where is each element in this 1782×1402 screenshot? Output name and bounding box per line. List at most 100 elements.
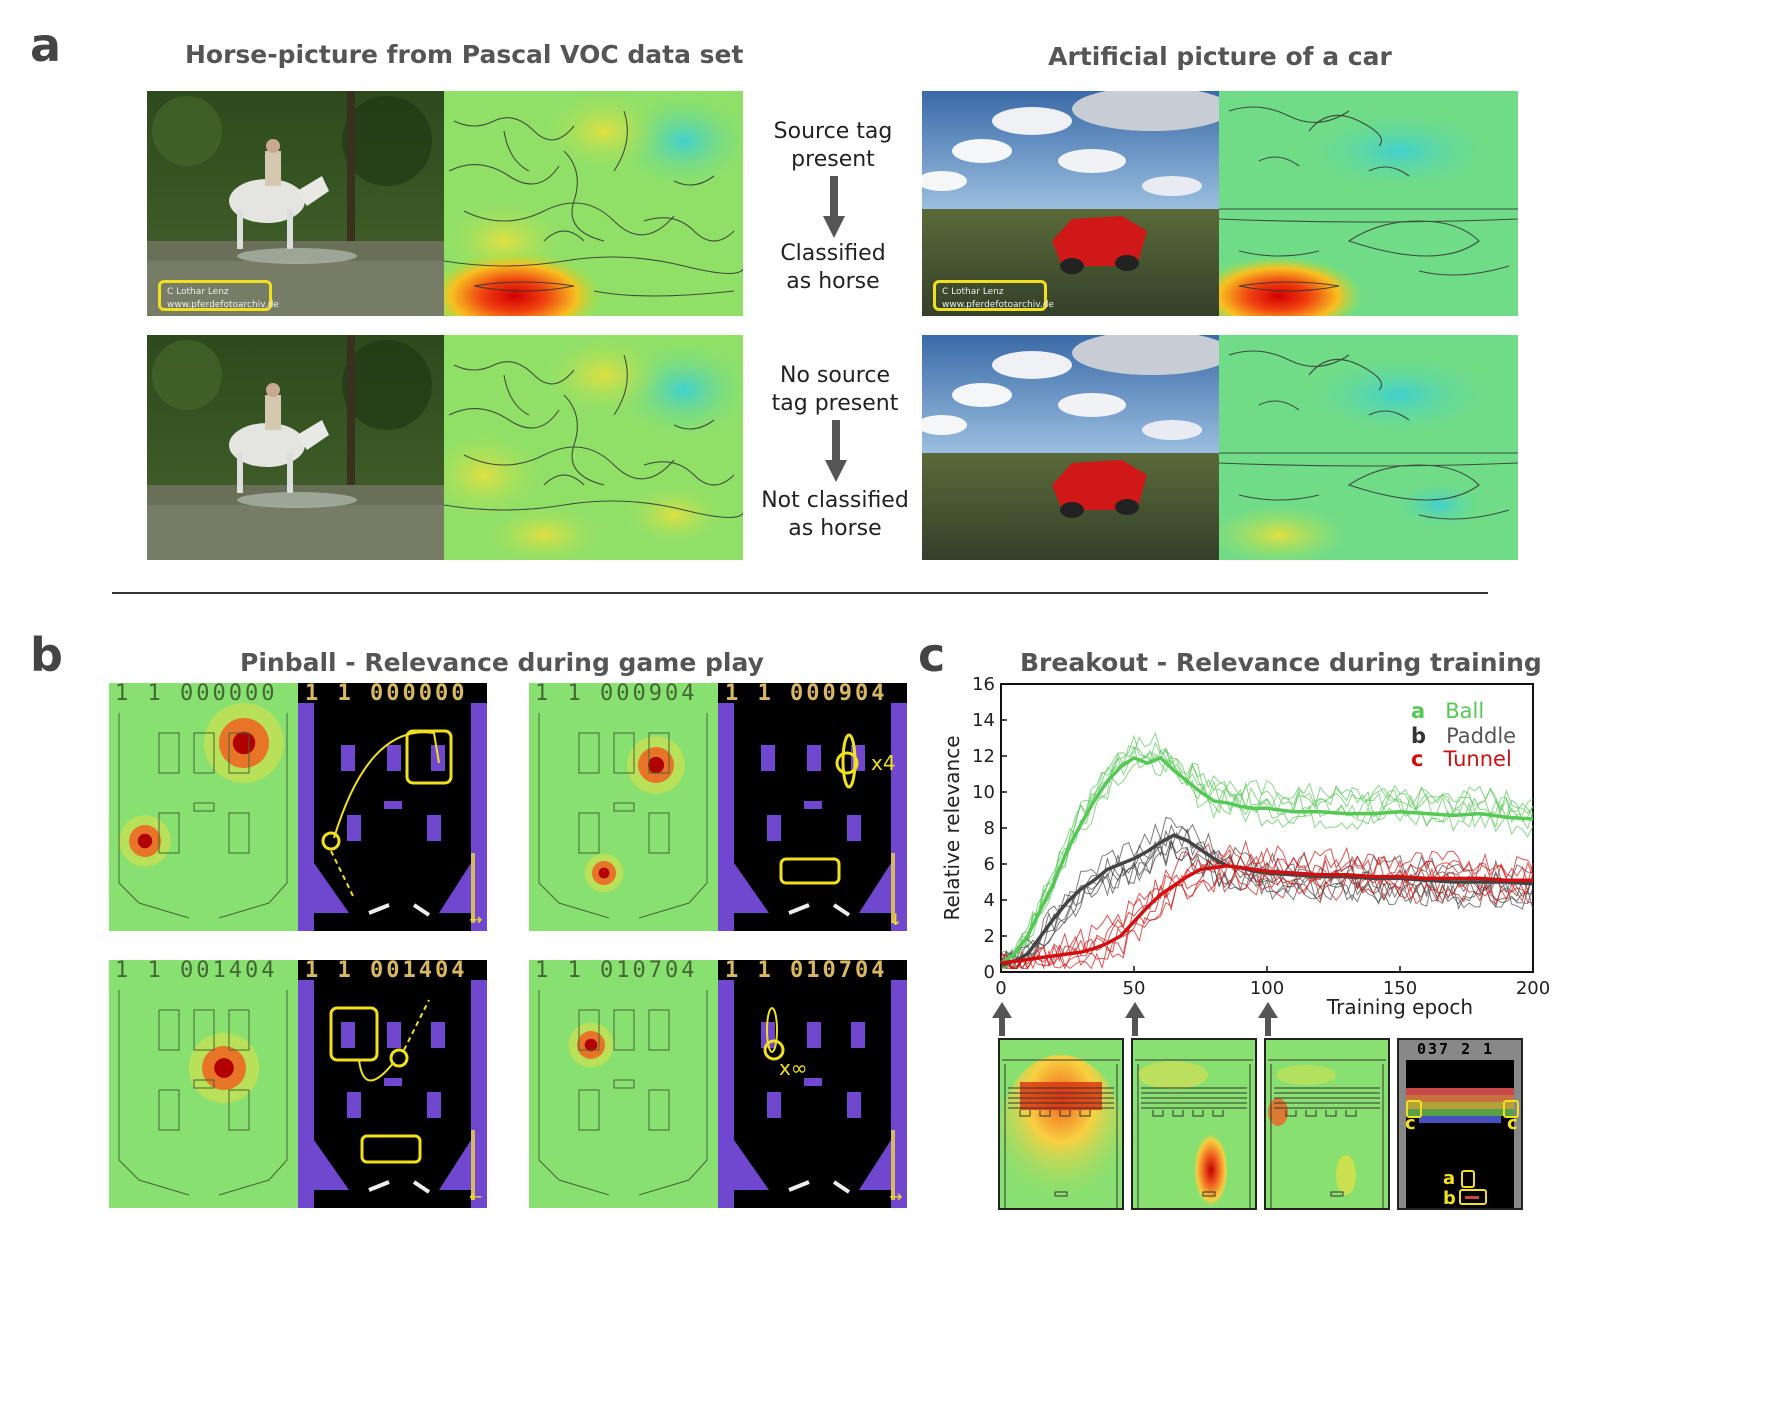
legend-tunnel-key: c	[1411, 747, 1424, 771]
legend-ball: a Ball	[1411, 699, 1484, 723]
y-tick-label: 6	[984, 854, 995, 875]
horse-heatmap-no-tag-image	[444, 335, 743, 560]
down-arrow-icon	[823, 176, 845, 238]
series-ball-mean	[1000, 755, 1534, 965]
svg-text:→: →	[469, 910, 482, 929]
panel-b-title: Pinball - Relevance during game play	[240, 648, 764, 677]
horse-photo-with-tag: C Lothar Lenz www.pferdefotoarchiv.de	[147, 91, 444, 316]
paddle	[1465, 1196, 1479, 1199]
x-tick-label: 50	[1123, 978, 1146, 999]
car-heatmap-with-tag	[1219, 91, 1518, 316]
pinball-score-heatmap-2: 1 1 000904	[535, 683, 698, 706]
x-axis-label: Training epoch	[1326, 995, 1473, 1019]
brick-row-5	[1419, 1116, 1501, 1123]
series-ball-replicate	[1000, 745, 1534, 969]
pinball-score-heatmap-4: 1 1 010704	[535, 960, 698, 983]
series-tunnel-replicate	[1000, 848, 1534, 970]
breakout-heatmap-epoch-0	[998, 1038, 1124, 1210]
up-arrow-icon-epoch-0	[992, 1002, 1012, 1036]
breakout-heatmap-epoch-0-image	[1000, 1040, 1122, 1208]
breakout-heatmap-epoch-100-image	[1266, 1040, 1388, 1208]
y-tick-label: 12	[972, 746, 995, 767]
pinball-score-4: 1 1 010704	[725, 960, 888, 983]
breakout-heatmap-epoch-100	[1264, 1038, 1390, 1210]
horse-photo-no-tag	[147, 335, 444, 560]
panel-c-letter: c	[918, 628, 946, 682]
panel-a-left-title: Horse-picture from Pascal VOC data set	[185, 40, 744, 69]
legend-paddle-name: Paddle	[1446, 724, 1517, 748]
car-photo-no-tag	[922, 335, 1219, 560]
pinball-annotation-2	[779, 733, 859, 885]
pinball-score-heatmap-1: 1 1 000000	[115, 683, 278, 706]
y-tick-label: 16	[972, 674, 995, 695]
x-tick-label: 100	[1250, 978, 1284, 999]
down-arrow-icon-2	[825, 420, 847, 482]
horse-photo-no-tag-image	[147, 335, 444, 560]
tunnel-box-right	[1503, 1100, 1519, 1118]
pinball-tile-image-3: ←	[109, 960, 487, 1208]
legend-paddle: b Paddle	[1411, 724, 1516, 748]
y-tick-label: 14	[972, 710, 995, 731]
legend-tunnel-name: Tunnel	[1443, 747, 1512, 771]
flow-bottom-line4: as horse	[788, 516, 882, 541]
breakout-top-wall	[1399, 1040, 1521, 1060]
legend-ball-key: a	[1411, 699, 1426, 723]
svg-text:↓: ↓	[889, 910, 902, 929]
flow-bottom-line1: No source	[780, 363, 890, 388]
breakout-heatmap-epoch-50-image	[1133, 1040, 1255, 1208]
legend-paddle-key: b	[1411, 724, 1427, 748]
flow-top-class: Classified as horse	[753, 240, 913, 296]
flow-top-line1: Source tag	[773, 119, 893, 144]
y-tick-label: 0	[984, 962, 995, 983]
brick-row-4	[1406, 1109, 1514, 1116]
pinball-tile-1: → 1 1 000000 1 1 000000	[109, 683, 487, 931]
panel-b-letter: b	[30, 628, 63, 682]
source-tag-line1: C Lothar Lenz	[167, 287, 229, 297]
breakout-relevance-chart: 0 2 4 6 8 10 12 14 16 0 50 100 150 200 Training epoch R…	[940, 674, 1550, 1019]
series-ball-replicate	[1000, 747, 1534, 969]
pinball-tile-image-1: →	[109, 683, 487, 931]
svg-text:←: ←	[469, 1187, 482, 1206]
pinball-tile-3: ← 1 1 001404 1 1 001404	[109, 960, 487, 1208]
y-tick-label: 2	[984, 926, 995, 947]
x-tick-label: 200	[1516, 978, 1550, 999]
car-heatmap-image	[1219, 91, 1518, 316]
pinball-score-2: 1 1 000904	[725, 683, 888, 706]
horse-heatmap-with-tag	[444, 91, 743, 316]
panel-c-title: Breakout - Relevance during training	[1020, 648, 1542, 677]
series-tunnel-replicate	[1000, 867, 1534, 970]
car-photo-image	[922, 91, 1219, 316]
series-paddle-mean	[1000, 833, 1534, 967]
brick-row-2	[1406, 1095, 1514, 1102]
flow-top-line3: Classified	[780, 241, 886, 266]
series-ball-replicate	[1001, 734, 1534, 969]
brick-row-1	[1406, 1088, 1514, 1095]
brick-row-3	[1406, 1102, 1514, 1109]
flow-bottom-line3: Not classified	[761, 488, 909, 513]
pinball-tile-image-4: →	[529, 960, 907, 1208]
flow-bottom-class: Not classified as horse	[755, 487, 915, 543]
up-arrow-icon-epoch-100	[1258, 1002, 1278, 1036]
pinball-tile-image-2: ↓	[529, 683, 907, 931]
series-tunnel-mean	[1000, 864, 1533, 965]
series-ball-replicate	[1000, 755, 1534, 957]
pinball-label-x4: x4	[871, 751, 896, 775]
pinball-score-1: 1 1 000000	[305, 683, 468, 706]
ball-label: a	[1443, 1168, 1456, 1189]
pinball-annotation-1	[321, 729, 453, 899]
breakout-score: 037 2 1	[1417, 1040, 1495, 1058]
breakout-right-wall	[1514, 1060, 1521, 1208]
y-tick-label: 10	[972, 782, 995, 803]
x-tick-label: 150	[1383, 978, 1417, 999]
horse-photo-image	[147, 91, 444, 316]
up-arrow-icon-epoch-50	[1125, 1002, 1145, 1036]
y-tick-label: 4	[984, 890, 995, 911]
paddle-box	[1459, 1189, 1487, 1205]
flow-bottom-source: No source tag present	[755, 362, 915, 418]
tunnel-box-left	[1406, 1100, 1422, 1118]
car-photo-with-tag: C Lothar Lenz www.pferdefotoarchiv.de	[922, 91, 1219, 316]
flow-bottom-line2: tag present	[771, 391, 899, 416]
tunnel-label-left: c	[1405, 1113, 1416, 1134]
series-tunnel-replicate	[1000, 839, 1534, 970]
flow-top-line4: as horse	[786, 269, 880, 294]
